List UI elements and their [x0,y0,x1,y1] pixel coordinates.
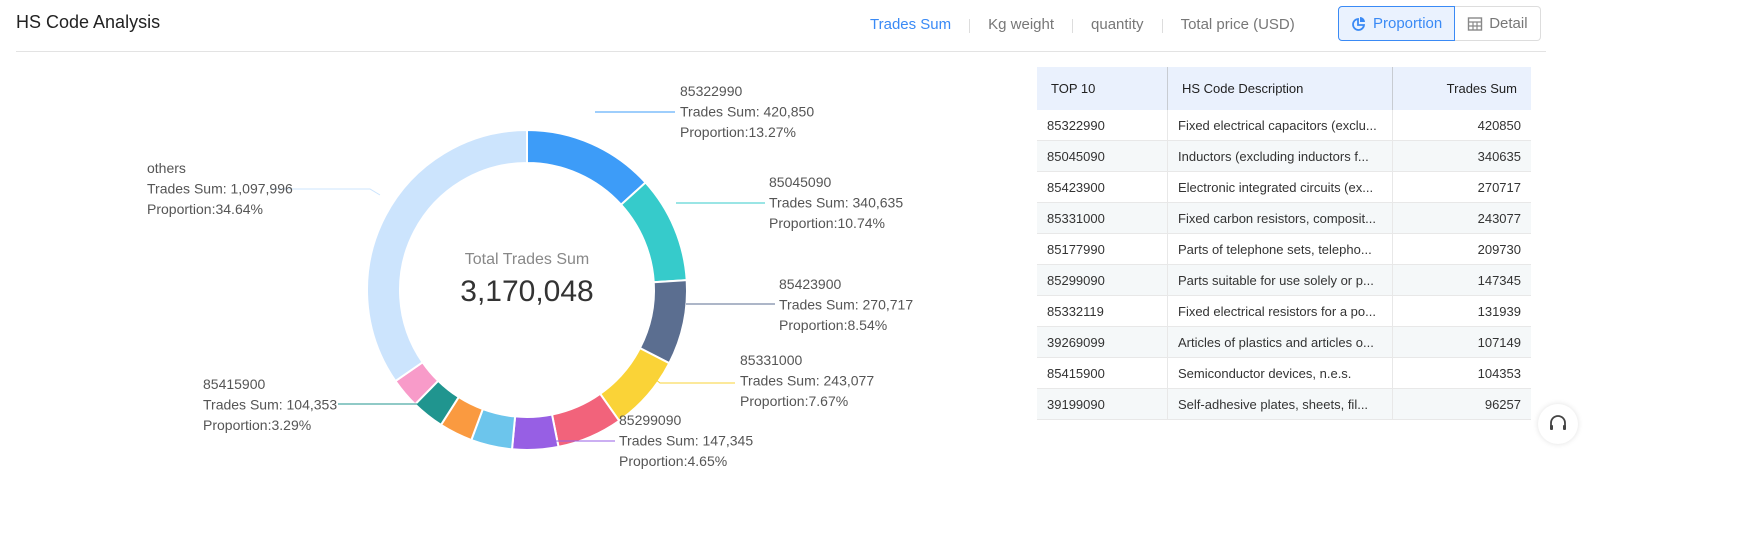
column-header-trades-sum[interactable]: Trades Sum [1392,67,1531,110]
slice-label-code: 85045090 [769,174,832,190]
table-row[interactable]: 85322990 Fixed electrical capacitors (exc… [1037,110,1531,141]
table-row[interactable]: 39199090 Self-adhesive plates, sheets, fi… [1037,388,1531,420]
slice-label-value: Trades Sum: 243,077 [740,373,874,389]
tab-kg-weight[interactable]: Kg weight [988,16,1055,33]
table-row[interactable]: 85331000 Fixed carbon resistors, composit… [1037,202,1531,234]
metric-tabs: Trades Sum Kg weight quantity Total pric… [870,16,1295,33]
hs-code-cell: 85332119 [1037,295,1168,327]
pie-chart-icon [1352,16,1365,31]
center-label: Total Trades Sum [465,251,590,268]
column-header-description: HS Code Description [1167,67,1393,110]
slice-label-code: 85331000 [740,352,803,368]
headset-icon [1550,415,1566,430]
trades-sum-cell: 147345 [1392,264,1531,296]
table-row[interactable]: 85415900 Semiconductor devices, n.e.s. 104… [1037,357,1531,389]
description-cell: Fixed electrical resistors for a po... [1167,295,1393,327]
detail-label: Detail [1489,15,1528,32]
leader-line-85331000 [649,374,735,384]
slice-label-proportion: Proportion:3.29% [203,417,311,433]
description-cell: Parts of telephone sets, telepho... [1167,233,1393,265]
slice-label-code: 85322990 [680,83,743,99]
hs-code-cell: 85299090 [1037,264,1168,296]
leader-line-85299090 [536,430,615,442]
slice-label-proportion: Proportion:10.74% [769,215,885,231]
divider [969,19,971,33]
trades-sum-cell: 107149 [1392,326,1531,358]
center-value: 3,170,048 [460,275,593,308]
slice-label-code: others [147,160,186,176]
hs-code-cell: 85331000 [1037,202,1168,234]
page-title: HS Code Analysis [16,12,161,32]
header-divider [16,51,1546,52]
slice-label-code: 85415900 [203,376,266,392]
hs-code-cell: 85423900 [1037,171,1168,203]
tab-quantity[interactable]: quantity [1091,16,1144,33]
table-row[interactable]: 85332119 Fixed electrical resistors for a… [1037,295,1531,327]
slice-label-proportion: Proportion:34.64% [147,201,263,217]
table-row[interactable]: 85177990 Parts of telephone sets, telepho… [1037,233,1531,265]
description-cell: Fixed carbon resistors, composit... [1167,202,1393,234]
proportion-button[interactable]: Proportion [1338,6,1456,41]
slice-others[interactable] [366,128,528,383]
description-cell: Electronic integrated circuits (ex... [1167,171,1393,203]
table-icon [1468,16,1483,31]
trades-sum-cell: 96257 [1392,388,1531,420]
slice-label-value: Trades Sum: 270,717 [779,297,913,313]
slice-label-value: Trades Sum: 1,097,996 [147,181,293,197]
slice-85322990[interactable] [526,128,647,207]
slice-label-proportion: Proportion:8.54% [779,317,887,333]
hs-code-cell: 85045090 [1037,140,1168,172]
description-cell: Fixed electrical capacitors (exclu... [1167,110,1393,141]
table-row[interactable]: 85423900 Electronic integrated circuits (… [1037,171,1531,203]
slice-label-proportion: Proportion:13.27% [680,124,796,140]
description-cell: Articles of plastics and articles o... [1167,326,1393,358]
hs-code-cell: 85415900 [1037,357,1168,389]
table-row[interactable]: 85299090 Parts suitable for use solely or… [1037,264,1531,296]
description-cell: Self-adhesive plates, sheets, fil... [1167,388,1393,420]
donut-chart: 85322990 Trades Sum: 420,850 Proportion:13… [147,83,913,469]
slice-label-code: 85423900 [779,276,842,292]
top10-table: TOP 10 HS Code Description Trades Sum 85… [1037,67,1531,420]
slice-label-value: Trades Sum: 104,353 [203,397,337,413]
table-row[interactable]: 39269099 Articles of plastics and article… [1037,326,1531,358]
trades-sum-cell: 270717 [1392,171,1531,203]
table-row[interactable]: 85045090 Inductors (excluding inductors f… [1037,140,1531,172]
trades-sum-cell: 131939 [1392,295,1531,327]
hs-code-cell: 39199090 [1037,388,1168,420]
support-button[interactable] [1538,404,1578,444]
view-toggle: Proportion Detail [1338,6,1541,41]
description-cell: Inductors (excluding inductors f... [1167,140,1393,172]
slice-85045090[interactable] [619,181,688,284]
hs-code-cell: 85177990 [1037,233,1168,265]
trades-sum-cell: 209730 [1392,233,1531,265]
tab-trades-sum[interactable]: Trades Sum [870,16,952,33]
slice-label-value: Trades Sum: 147,345 [619,433,753,449]
slice-label-proportion: Proportion:4.65% [619,453,727,469]
description-cell: Parts suitable for use solely or p... [1167,264,1393,296]
leader-line-85415900 [338,391,431,405]
description-cell: Semiconductor devices, n.e.s. [1167,357,1393,389]
trades-sum-cell: 340635 [1392,140,1531,172]
slice-label-proportion: Proportion:7.67% [740,393,848,409]
slice-85299090[interactable] [510,413,560,451]
trades-sum-cell: 104353 [1392,357,1531,389]
hs-code-cell: 39269099 [1037,326,1168,358]
trades-sum-cell: 243077 [1392,202,1531,234]
divider [1072,19,1074,33]
column-header-top10: TOP 10 [1037,67,1168,110]
divider [1161,19,1163,33]
slice-label-code: 85299090 [619,412,682,428]
trades-sum-cell: 420850 [1392,110,1531,141]
hs-code-cell: 85322990 [1037,110,1168,141]
slice-label-value: Trades Sum: 340,635 [769,195,903,211]
slice-label-value: Trades Sum: 420,850 [680,104,814,120]
detail-button[interactable]: Detail [1455,6,1541,41]
proportion-label: Proportion [1373,15,1443,32]
leader-line-others [270,188,381,196]
tab-total-price[interactable]: Total price (USD) [1180,16,1295,33]
